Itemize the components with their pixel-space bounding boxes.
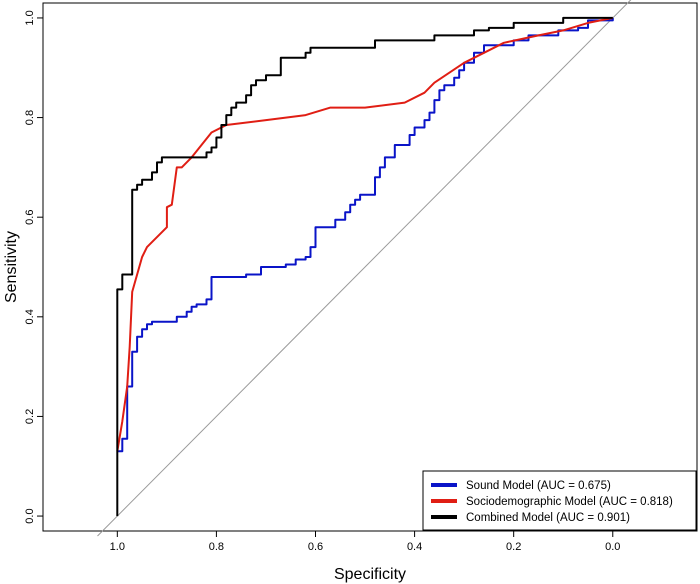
legend-box	[422, 470, 697, 531]
combined-model-curve	[116, 16, 613, 517]
x-tick-label: 0.2	[506, 541, 521, 553]
sociodemographic-model-curve	[116, 16, 613, 452]
y-tick-label: 0.4	[24, 309, 36, 324]
legend: Sound Model (AUC = 0.675) Sociodemograph…	[422, 470, 697, 531]
axis-ticks: 1.0 0.8 0.6 0.4 0.2 0.0 0.0 0.2 0.4 0.6 0.8 1.0	[24, 10, 620, 553]
legend-label-sociodemographic: Sociodemographic Model (AUC = 0.818)	[466, 496, 673, 508]
x-tick-label: 0.0	[605, 541, 620, 553]
chance-reference-line	[97, 0, 632, 537]
reference-line-layer	[97, 0, 632, 537]
plot-frame	[42, 2, 698, 532]
y-tick-label: 0.6	[24, 210, 36, 225]
y-tick-label: 0.8	[24, 110, 36, 125]
y-tick-label: 0.0	[24, 508, 36, 523]
x-tick-label: 0.6	[308, 541, 323, 553]
x-tick-label: 1.0	[110, 541, 125, 553]
x-tick-label: 0.8	[209, 541, 224, 553]
series-layer	[116, 16, 614, 517]
x-axis-title: Specificity	[334, 566, 406, 583]
y-tick-label: 1.0	[24, 10, 36, 25]
y-tick-label: 0.2	[24, 409, 36, 424]
sound-model-curve	[117, 17, 614, 453]
legend-label-sound: Sound Model (AUC = 0.675)	[466, 480, 611, 492]
x-tick-label: 0.4	[407, 541, 422, 553]
legend-label-combined: Combined Model (AUC = 0.901)	[466, 512, 630, 524]
y-axis-title: Sensitivity	[3, 231, 20, 303]
